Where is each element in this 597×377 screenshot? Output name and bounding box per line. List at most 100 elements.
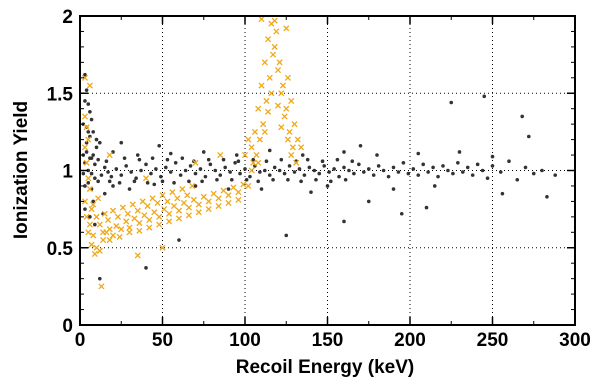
data-point-dot bbox=[149, 171, 153, 176]
data-point-dot bbox=[540, 168, 544, 173]
data-point-x bbox=[154, 199, 161, 207]
data-point-dot bbox=[96, 157, 100, 162]
data-point-dot bbox=[475, 162, 480, 167]
data-point-x bbox=[281, 113, 288, 120]
data-point-dot bbox=[137, 157, 142, 162]
data-point-dot bbox=[352, 171, 356, 176]
data-point-dot bbox=[391, 165, 396, 170]
data-point-dot bbox=[86, 168, 91, 173]
data-point-x bbox=[240, 181, 247, 188]
data-point-dot bbox=[86, 102, 91, 106]
data-point-dot bbox=[299, 179, 303, 184]
data-point-x bbox=[129, 201, 136, 208]
grid-lines bbox=[80, 16, 575, 325]
y-tick-label: 1 bbox=[62, 162, 73, 183]
data-point-dot bbox=[272, 165, 277, 170]
data-point-x bbox=[95, 195, 102, 202]
data-point-dot bbox=[461, 170, 465, 174]
data-point-dot bbox=[150, 156, 155, 160]
x-tick-label: 100 bbox=[229, 330, 261, 351]
data-point-dot bbox=[342, 219, 346, 224]
data-point-dot bbox=[154, 167, 158, 171]
data-point-dot bbox=[350, 159, 355, 164]
data-point-dot bbox=[114, 167, 119, 171]
data-point-dot bbox=[226, 187, 231, 191]
data-point-dot bbox=[84, 88, 89, 92]
data-point-dot bbox=[399, 211, 404, 216]
data-point-x bbox=[134, 207, 141, 214]
data-point-dot bbox=[470, 173, 475, 177]
data-point-x bbox=[263, 97, 270, 105]
data-point-dot bbox=[144, 162, 148, 167]
data-point-x bbox=[123, 218, 130, 225]
data-point-x bbox=[100, 229, 107, 236]
data-point-dot bbox=[206, 157, 211, 162]
data-point-dot bbox=[416, 173, 421, 177]
data-point-x bbox=[106, 151, 113, 159]
data-point-dot bbox=[187, 179, 191, 184]
data-points bbox=[81, 16, 557, 290]
data-point-dot bbox=[127, 187, 132, 191]
data-point-dot bbox=[83, 207, 87, 211]
data-point-dot bbox=[381, 168, 386, 173]
data-point-dot bbox=[456, 160, 460, 165]
data-point-x bbox=[286, 128, 293, 135]
data-point-x bbox=[230, 184, 237, 191]
data-point-dot bbox=[317, 171, 322, 176]
data-point-x bbox=[220, 187, 227, 194]
data-point-dot bbox=[188, 164, 193, 168]
data-point-dot bbox=[98, 276, 102, 281]
data-point-x bbox=[185, 212, 192, 219]
data-point-dot bbox=[342, 165, 346, 170]
data-point-dot bbox=[193, 171, 198, 176]
data-point-dot bbox=[89, 117, 94, 122]
data-point-x bbox=[161, 206, 168, 213]
data-point-dot bbox=[465, 165, 470, 170]
data-point-dot bbox=[426, 170, 430, 174]
series-0 bbox=[81, 72, 557, 281]
x-tick-label: 300 bbox=[559, 330, 591, 351]
data-point-dot bbox=[98, 140, 102, 145]
data-point-dot bbox=[107, 179, 112, 184]
data-point-x bbox=[294, 136, 301, 143]
data-point-dot bbox=[144, 266, 148, 270]
data-point-x bbox=[109, 207, 117, 214]
data-point-dot bbox=[122, 156, 127, 160]
data-point-x bbox=[93, 213, 100, 220]
data-point-x bbox=[298, 144, 305, 151]
data-point-dot bbox=[218, 173, 223, 177]
x-tick-label: 50 bbox=[152, 330, 173, 351]
data-point-dot bbox=[391, 187, 396, 191]
data-point-x bbox=[100, 236, 107, 244]
data-point-dot bbox=[213, 168, 218, 173]
data-point-dot bbox=[401, 160, 406, 165]
data-point-x bbox=[248, 167, 255, 174]
data-point-x bbox=[81, 198, 89, 205]
data-point-dot bbox=[322, 164, 327, 168]
data-point-x bbox=[217, 151, 224, 159]
data-point-dot bbox=[386, 174, 391, 179]
data-point-dot bbox=[129, 170, 133, 174]
data-point-dot bbox=[490, 164, 495, 168]
y-tick-label: 0.5 bbox=[47, 239, 74, 260]
y-tick-label: 0 bbox=[62, 316, 73, 337]
data-point-x bbox=[156, 221, 163, 228]
data-point-dot bbox=[267, 173, 272, 177]
data-point-dot bbox=[119, 140, 124, 145]
data-point-dot bbox=[449, 100, 454, 105]
data-point-dot bbox=[88, 156, 92, 160]
data-point-dot bbox=[124, 164, 128, 168]
data-point-x bbox=[85, 229, 92, 236]
data-point-dot bbox=[157, 143, 161, 148]
data-point-dot bbox=[327, 170, 331, 174]
data-point-x bbox=[151, 209, 158, 216]
data-point-dot bbox=[251, 157, 256, 162]
y-axis-title: Ionization Yield bbox=[11, 101, 32, 239]
data-point-x bbox=[279, 82, 287, 89]
data-point-x bbox=[101, 210, 108, 217]
data-point-x bbox=[278, 90, 285, 97]
data-point-dot bbox=[307, 165, 312, 170]
data-point-x bbox=[260, 121, 267, 128]
data-point-dot bbox=[91, 153, 95, 157]
